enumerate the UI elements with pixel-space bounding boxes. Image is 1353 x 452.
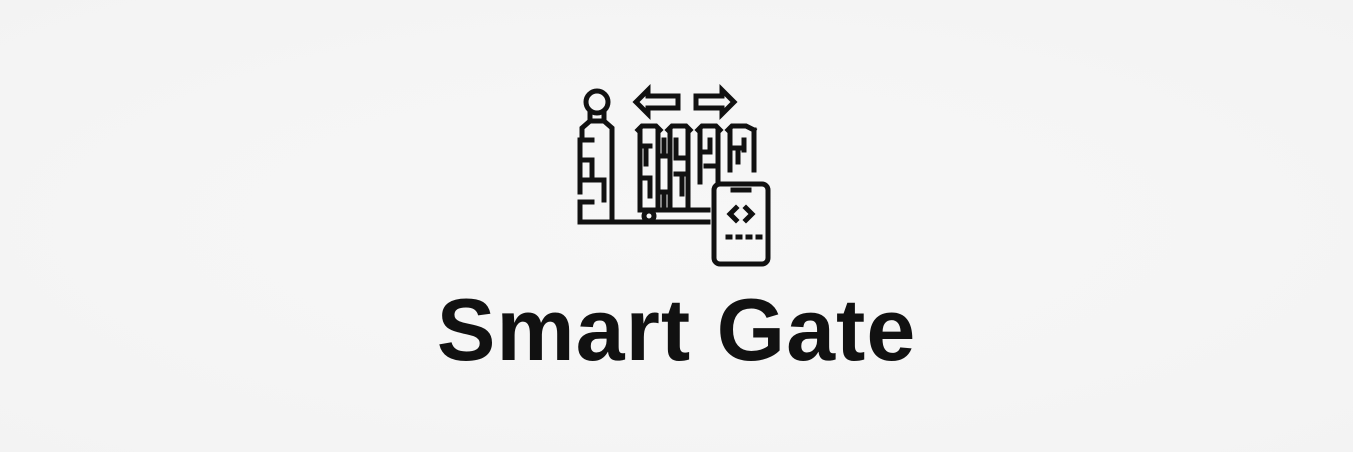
brand-title: Smart Gate [436,280,917,379]
smart-gate-icon [570,82,780,272]
